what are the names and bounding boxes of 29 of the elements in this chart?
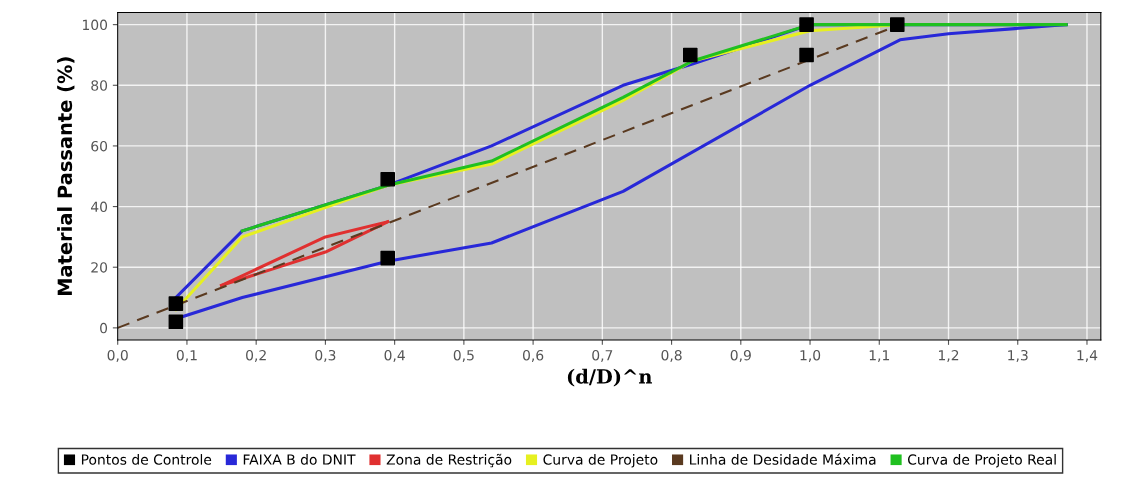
x-tick-label: 0,9 <box>730 349 751 362</box>
y-tick-label: 80 <box>91 80 108 91</box>
x-tick-label: 1,2 <box>938 349 959 362</box>
x-tick-label: 0,8 <box>661 349 682 362</box>
legend-label: Curva de Projeto Real <box>907 454 1056 468</box>
y-tick-label: 20 <box>91 262 108 273</box>
legend-label: Zona de Restrição <box>386 453 512 468</box>
x-tick-label: 0,3 <box>315 349 336 362</box>
legend-label: Pontos de Controle <box>81 454 212 465</box>
legend-label: Linha de Desidade Máxima <box>690 453 876 465</box>
x-tick-label: 0,5 <box>453 349 474 362</box>
x-tick-label: 0,2 <box>246 349 266 362</box>
x-tick-label: 0,7 <box>592 349 613 362</box>
y-axis-title: Material Passante (%) <box>57 57 75 296</box>
x-tick-label: 1,0 <box>800 349 821 362</box>
x-tick-label: 0,6 <box>522 349 544 362</box>
legend-label: Curva de Projeto <box>543 454 658 468</box>
x-tick-label: 1,4 <box>1077 350 1098 362</box>
x-tick-label: 0,1 <box>176 349 197 362</box>
legend-label: FAIXA B do DNIT <box>243 454 356 465</box>
y-tick-label: 0 <box>100 322 108 334</box>
y-tick-label: 40 <box>90 201 108 213</box>
y-tick-label: 100 <box>83 19 108 31</box>
x-tick-label: 1,1 <box>869 350 890 362</box>
x-tick-label: 1,3 <box>1008 349 1028 362</box>
y-tick-label: 60 <box>91 140 108 152</box>
x-tick-label: 0,4 <box>384 349 405 362</box>
x-tick-label: 0,0 <box>107 349 128 362</box>
x-axis-title: (d/D)^n <box>567 368 653 387</box>
